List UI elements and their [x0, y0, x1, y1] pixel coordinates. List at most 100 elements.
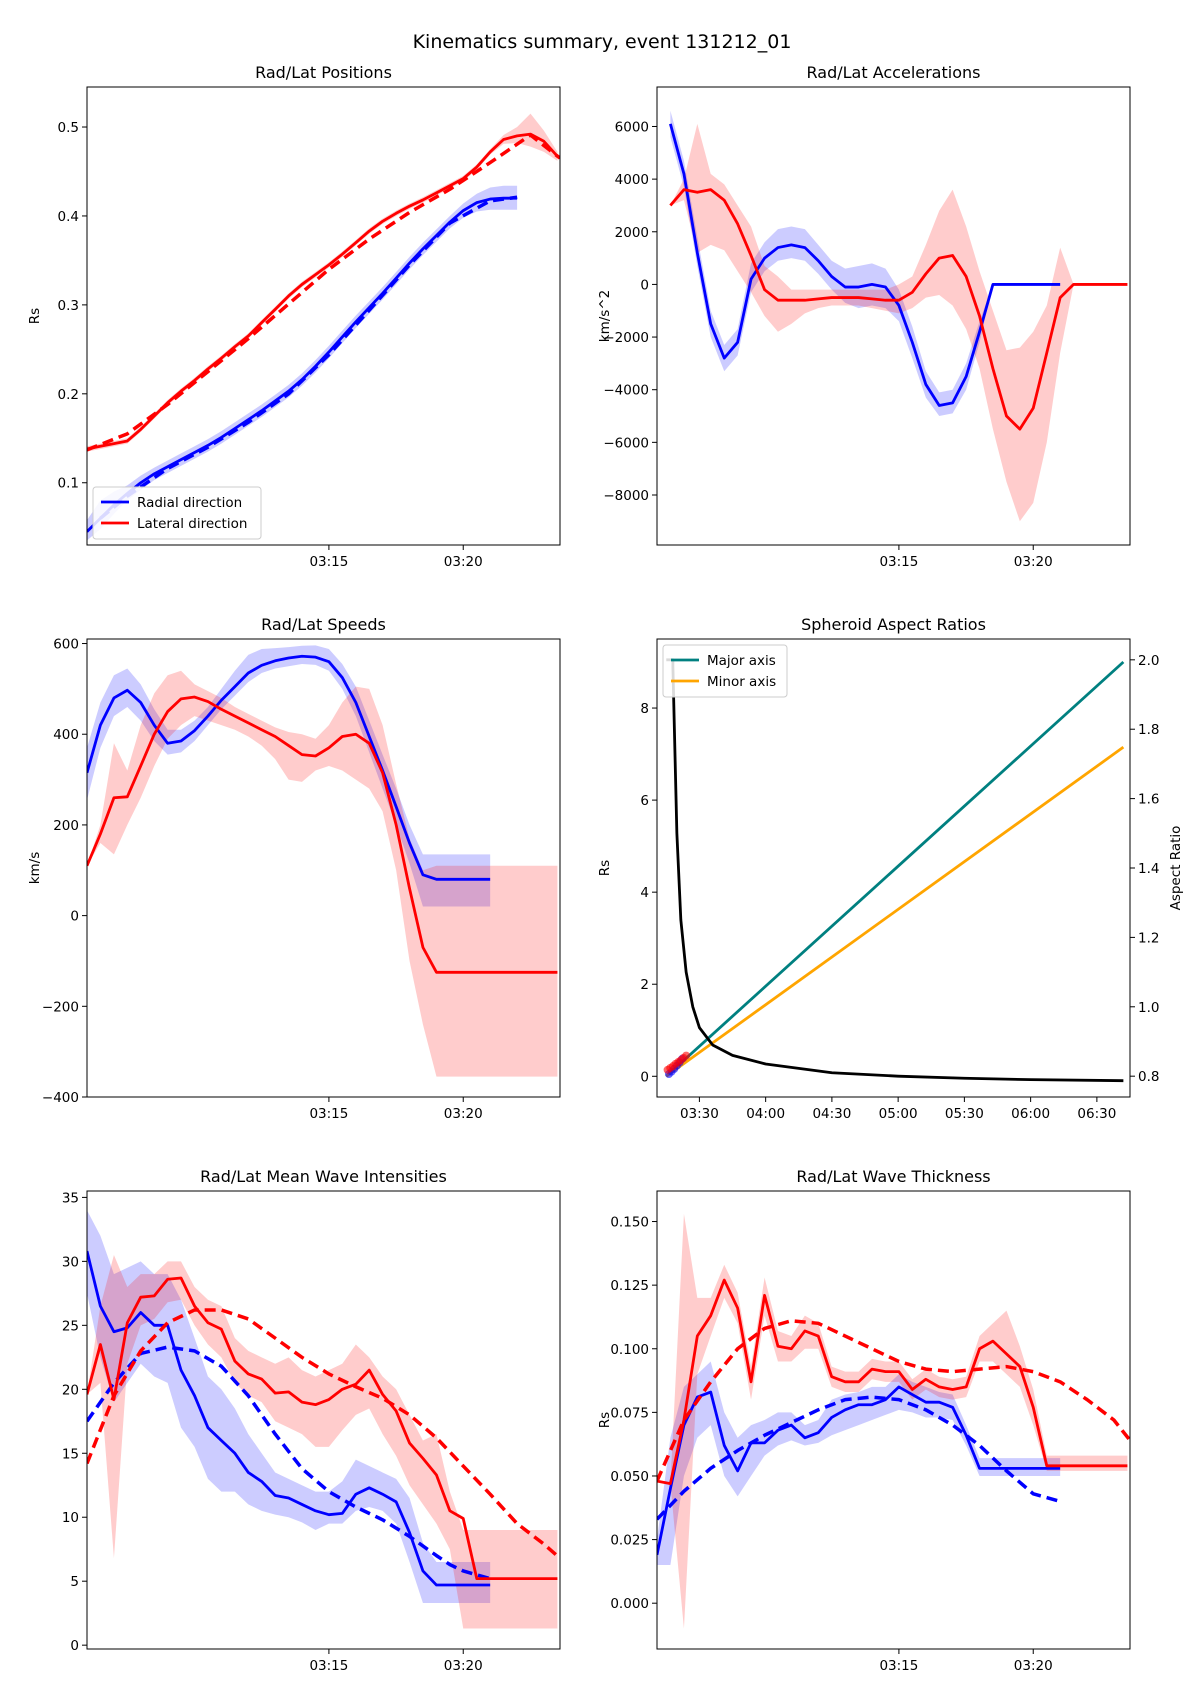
series-line-lateral-direction: [669, 188, 1128, 431]
x-tick-label: 05:30: [945, 1106, 984, 1122]
plot-area: [663, 658, 1125, 1083]
y-tick-label: 20: [62, 1382, 79, 1398]
y-tick-label: 400: [53, 727, 79, 743]
x-tick-label: 03:20: [1014, 554, 1053, 570]
series-line-radial-direction: [87, 654, 491, 881]
x-tick-label: 03:30: [680, 1106, 719, 1122]
chart-grid: Rad/Lat Positions 03:15 03:20 0.1 0.2 0.3 0.4 0…: [27, 63, 1184, 1674]
plot-area: [87, 645, 558, 1077]
band-radial-direction: [87, 1210, 491, 1603]
series-line-lateral-fit: [657, 1319, 1130, 1482]
series-line-radial-fit: [657, 1395, 1061, 1521]
y-tick-label: 6000: [615, 119, 649, 135]
y-tick-label: 30: [62, 1254, 79, 1270]
y2-tick-label: 1.8: [1138, 722, 1159, 738]
legend-box: [92, 486, 262, 540]
y-tick-label: 4000: [615, 172, 649, 188]
y-tick-label: 0.025: [610, 1533, 649, 1549]
y-tick-label: −400: [42, 1090, 79, 1106]
x-tick-label: 03:20: [444, 1658, 483, 1674]
legend: Radial direction Lateral direction: [92, 486, 262, 540]
y-axis-label: Rs: [27, 308, 43, 324]
y-tick-label: 0: [640, 1069, 649, 1085]
y-tick-label: 5: [70, 1574, 79, 1590]
x-tick-label: 03:20: [1014, 1658, 1053, 1674]
y2-tick-label: 1.6: [1138, 792, 1159, 808]
y-tick-label: 0.075: [610, 1405, 649, 1421]
scatter-point: [682, 1051, 691, 1060]
chart-title: Rad/Lat Positions: [255, 63, 392, 82]
legend-box: [662, 644, 788, 698]
y-axis-label: km/s^2: [597, 290, 613, 342]
legend-label: Major axis: [707, 653, 776, 669]
y2-tick-label: 1.4: [1138, 861, 1159, 877]
y-tick-label: 10: [62, 1510, 79, 1526]
chart-speeds: Rad/Lat Speeds 03:15 03:20 600 400 200 0 −200 −4…: [27, 615, 561, 1122]
band-lateral-direction: [87, 1254, 558, 1629]
chart-title: Rad/Lat Mean Wave Intensities: [200, 1167, 447, 1186]
y2-tick-label: 0.8: [1138, 1069, 1159, 1085]
y-tick-label: −4000: [603, 383, 649, 399]
x-tick-label: 06:30: [1077, 1106, 1116, 1122]
legend-label: Minor axis: [707, 674, 776, 690]
plot-area: [87, 1210, 560, 1629]
y-tick-label: 0.5: [58, 120, 79, 136]
chart-intensities: Rad/Lat Mean Wave Intensities 03:15 03:20 0…: [62, 1167, 561, 1674]
x-tick-label: 03:20: [444, 554, 483, 570]
y-axis-label: Rs: [597, 1412, 613, 1428]
y-tick-label: 0.2: [58, 387, 79, 403]
y-tick-label: 600: [53, 637, 79, 653]
series-line-lateral-direction: [657, 1278, 1128, 1486]
figure-title: Kinematics summary, event 131212_01: [413, 31, 792, 53]
series-line-lateral-fit: [87, 133, 560, 452]
y2-tick-label: 1.2: [1138, 930, 1159, 946]
chart-aspect: Spheroid Aspect Ratios 03:30 04:00 04:30 05:…: [597, 615, 1184, 1122]
x-tick-label: 03:15: [309, 554, 348, 570]
y-tick-label: −2000: [603, 330, 649, 346]
plot-frame: [86, 86, 561, 546]
y-tick-label: 200: [53, 818, 79, 834]
series-line-major-axis: [665, 660, 1125, 1078]
y-tick-label: 4: [640, 885, 649, 901]
band-lateral-direction: [87, 670, 558, 1077]
series-line-lateral-direction: [87, 1276, 558, 1581]
x-tick-label: 03:15: [309, 1658, 348, 1674]
legend-label: Radial direction: [137, 495, 242, 511]
x-tick-label: 05:00: [879, 1106, 918, 1122]
y2-tick-label: 2.0: [1138, 653, 1159, 669]
chart-title: Rad/Lat Accelerations: [807, 63, 981, 82]
y-tick-label: −8000: [603, 488, 649, 504]
series-line-radial-direction: [669, 123, 1061, 407]
y-tick-label: 0.125: [610, 1278, 649, 1294]
y-axis-label: km/s: [27, 852, 43, 885]
y-tick-label: 0.150: [610, 1215, 649, 1231]
plot-frame: [86, 1190, 561, 1650]
x-tick-label: 04:00: [746, 1106, 785, 1122]
x-tick-label: 03:15: [879, 1658, 918, 1674]
y-tick-label: 0: [70, 909, 79, 925]
y2-axis-label: Aspect Ratio: [1168, 826, 1184, 911]
y-tick-label: 6: [640, 793, 649, 809]
y-tick-label: 25: [62, 1318, 79, 1334]
chart-title: Rad/Lat Speeds: [261, 615, 386, 634]
x-tick-label: 03:15: [309, 1106, 348, 1122]
plot-area: [87, 113, 560, 541]
series-line-radial-fit: [87, 1345, 491, 1581]
plot-frame: [656, 86, 1131, 546]
series-line-radial-fit: [99, 195, 518, 520]
x-tick-label: 03:20: [444, 1106, 483, 1122]
series-line-minor-axis: [665, 746, 1125, 1078]
legend: Major axis Minor axis: [662, 644, 788, 698]
plot-frame: [656, 638, 1131, 1098]
series-line-lateral-fit: [87, 1308, 560, 1560]
series-line-lateral-direction: [87, 695, 558, 974]
band-lateral-direction: [670, 123, 1128, 522]
y-tick-label: 0.4: [58, 209, 79, 225]
plot-area: [657, 1213, 1130, 1629]
chart-positions: Rad/Lat Positions 03:15 03:20 0.1 0.2 0.3 0.4 0…: [27, 63, 561, 570]
legend-label: Lateral direction: [137, 516, 247, 532]
y-tick-label: 2: [640, 977, 649, 993]
band-radial-direction: [657, 1361, 1061, 1566]
chart-thickness: Rad/Lat Wave Thickness 03:15 03:20 0.000 0.0…: [597, 1167, 1131, 1674]
